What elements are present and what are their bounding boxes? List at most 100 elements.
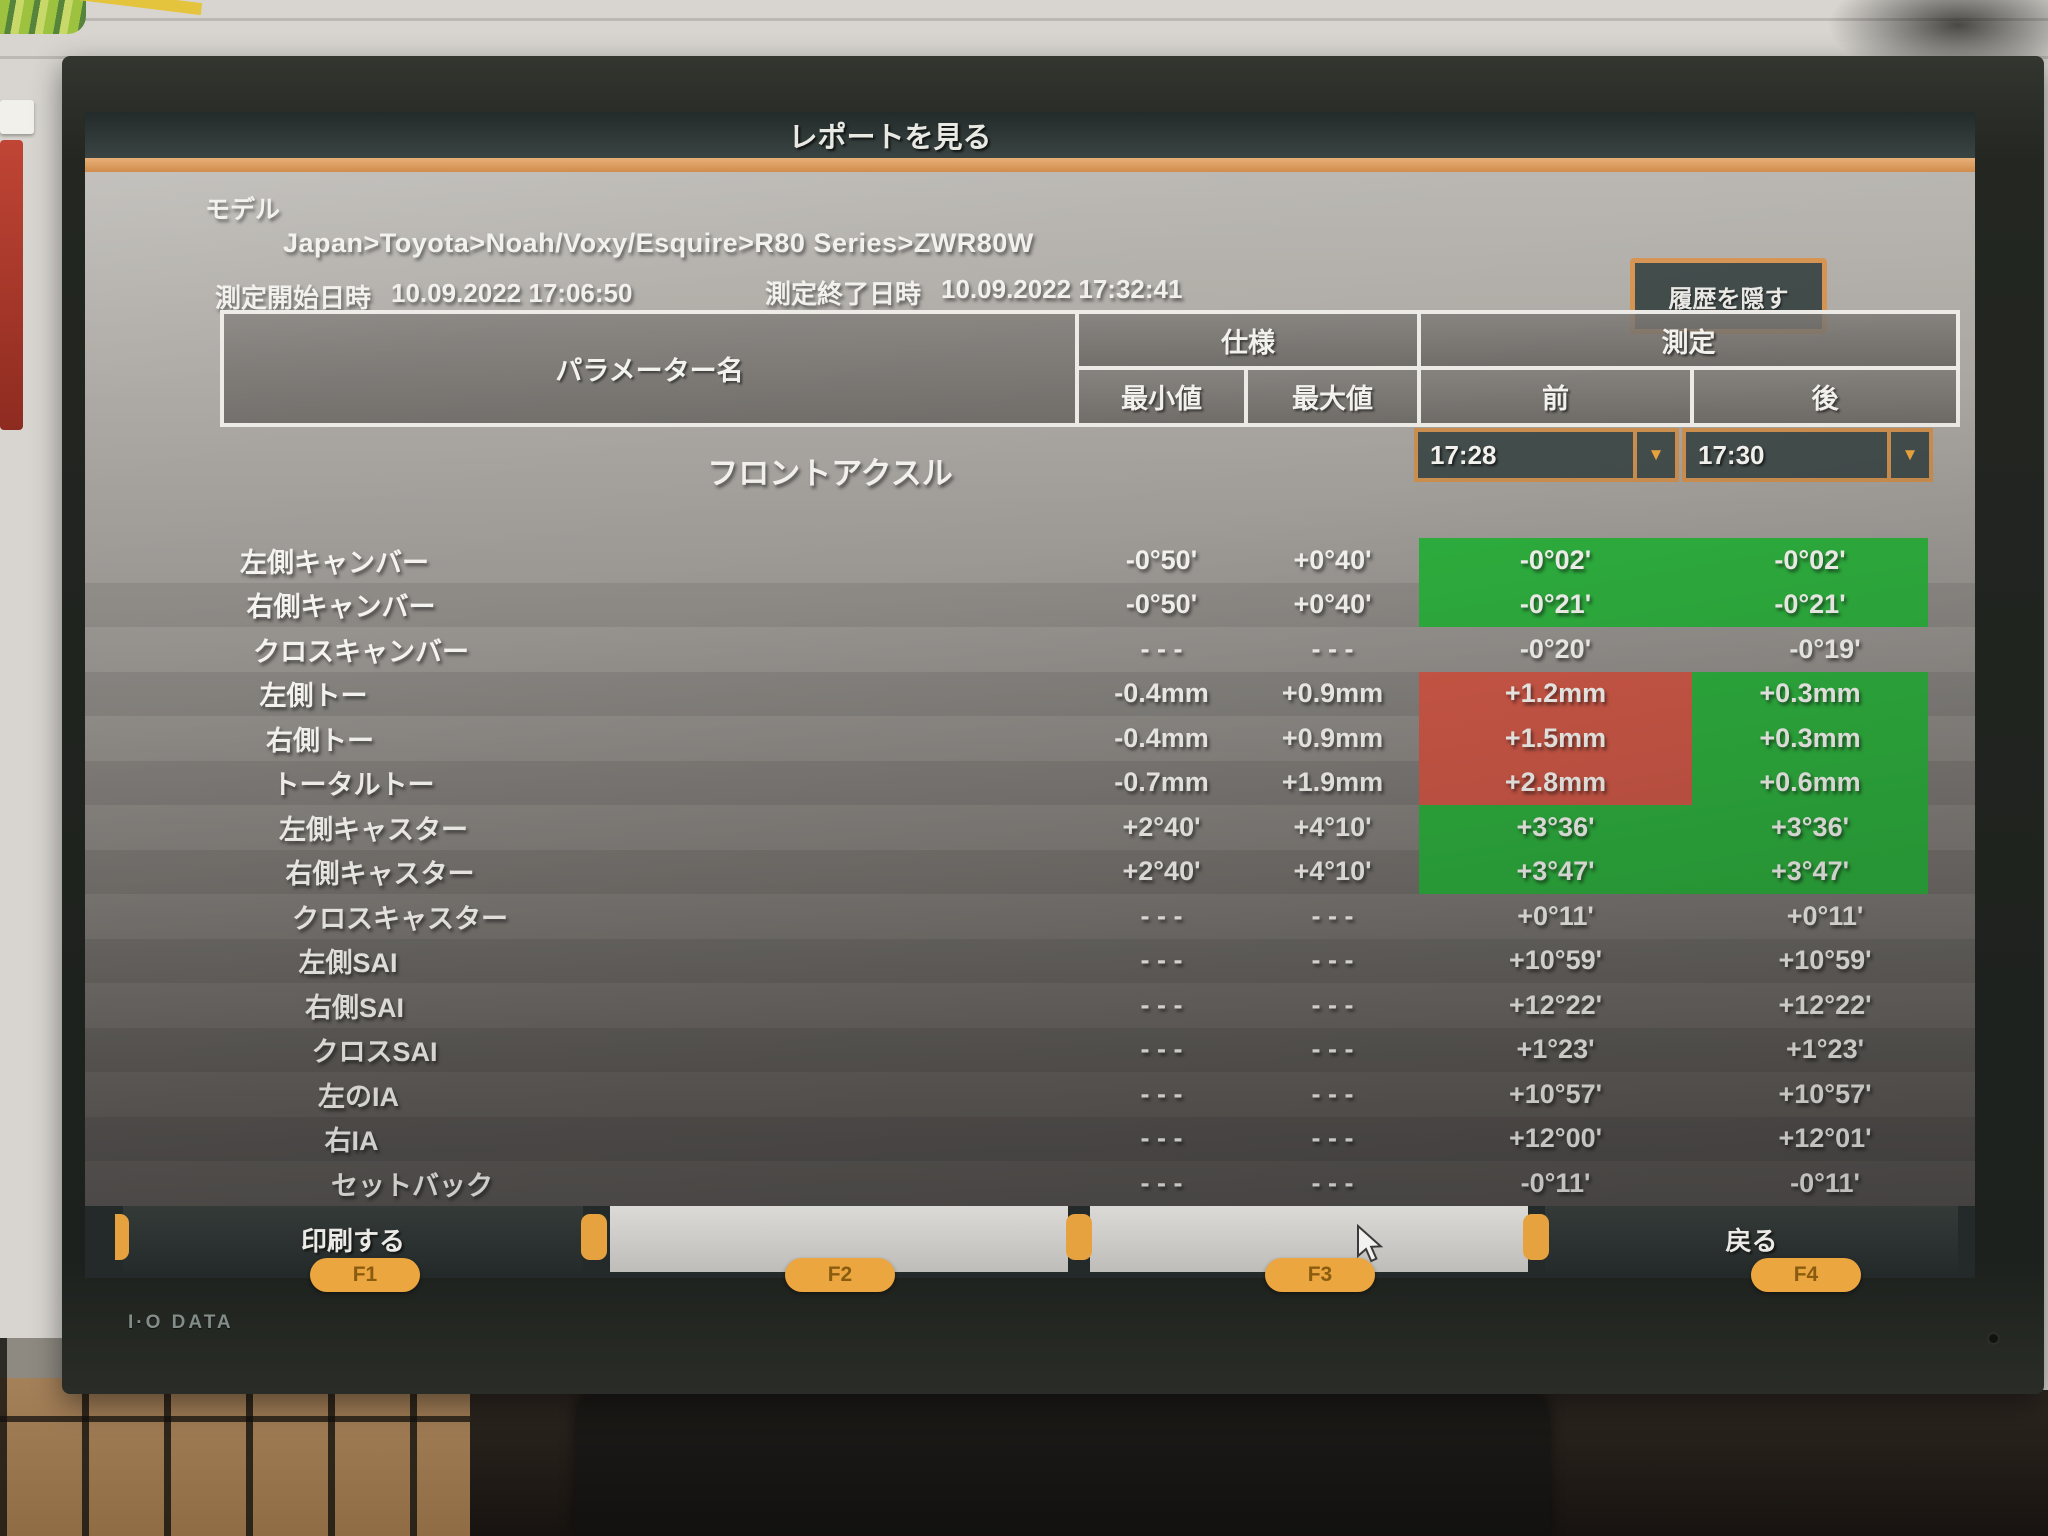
after-value-cell: +0.3mm: [1692, 716, 1928, 761]
max-value-cell: +1.9mm: [1281, 767, 1384, 798]
f4-key-badge[interactable]: F4: [1751, 1258, 1861, 1292]
after-time-value: 17:30: [1698, 439, 1765, 470]
min-value-cell: - - -: [1140, 633, 1183, 664]
table-row: 左側キャスター +2°40' +4°10' +3°36' +3°36': [85, 805, 1975, 850]
max-value-cell: +4°10': [1293, 856, 1372, 887]
segment-connector: [115, 1214, 129, 1260]
table-row: 右側トー -0.4mm +0.9mm +1.5mm +0.3mm: [85, 716, 1975, 761]
table-row: 左側SAI - - - - - - +10°59' +10°59': [85, 938, 1975, 983]
after-value-cell: -0°19': [1789, 633, 1861, 664]
mouse-cursor: [1357, 1224, 1384, 1263]
param-name-cell: 左側キャスター: [279, 814, 468, 845]
param-name-cell: 右IA: [324, 1126, 379, 1157]
after-value-cell: +3°36': [1692, 805, 1928, 850]
min-value-cell: +2°40': [1122, 856, 1201, 887]
param-name-cell: クロスSAI: [311, 1037, 438, 1068]
after-value-cell: -0°11': [1790, 1167, 1860, 1198]
max-value-cell: +0.9mm: [1281, 722, 1384, 753]
wall-tag: [0, 100, 34, 134]
wall-seam: [0, 18, 2048, 21]
print-button[interactable]: 印刷する: [123, 1206, 583, 1272]
model-path: Japan>Toyota>Noah/Voxy/Esquire>R80 Serie…: [283, 228, 1034, 258]
after-value-cell: +12°22': [1778, 989, 1872, 1020]
grid-wire-horizontal: [0, 1416, 488, 1422]
max-value-cell: - - -: [1311, 1167, 1354, 1198]
f1-key-badge[interactable]: F1: [310, 1258, 420, 1292]
after-header: 後: [1690, 366, 1960, 427]
min-value-cell: - - -: [1140, 1167, 1183, 1198]
monitor: レポートを見る モデル Japan>Toyota>Noah/Voxy/Esqui…: [62, 56, 2044, 1394]
before-value-cell: +1°23': [1516, 1034, 1595, 1065]
before-value-cell: +3°36': [1419, 805, 1692, 850]
param-name-cell: 右側SAI: [305, 992, 405, 1023]
param-name-cell: 左のIA: [318, 1081, 399, 1112]
f2-key-badge[interactable]: F2: [785, 1258, 895, 1292]
chevron-down-icon[interactable]: ▼: [1633, 432, 1675, 478]
min-value-cell: -0.7mm: [1114, 767, 1209, 798]
table-row: 右側SAI - - - - - - +12°22' +12°22': [85, 983, 1975, 1028]
green-cable: [0, 0, 86, 34]
back-button[interactable]: 戻る: [1545, 1206, 1958, 1272]
min-value-cell: - - -: [1140, 989, 1183, 1020]
max-value-cell: +0°40': [1293, 589, 1372, 620]
segment-connector: [1066, 1214, 1092, 1260]
table-row: 右側キャンバー -0°50' +0°40' -0°21' -0°21': [85, 582, 1975, 627]
f3-key-badge[interactable]: F3: [1265, 1258, 1375, 1292]
monitor-brand-logo: I·O DATA: [128, 1312, 234, 1333]
after-value-cell: +3°47': [1692, 849, 1928, 894]
param-name-cell: セットバック: [331, 1170, 493, 1201]
start-date-value: 10.09.2022 17:06:50: [391, 278, 633, 308]
max-value-cell: - - -: [1311, 945, 1354, 976]
before-time-select[interactable]: 17:28 ▼: [1414, 428, 1679, 482]
table-row: クロスキャンバー - - - - - - -0°20' -0°19': [85, 627, 1975, 672]
red-object: [0, 140, 23, 430]
after-value-cell: +10°57': [1778, 1078, 1872, 1109]
before-value-cell: +1.5mm: [1419, 716, 1692, 761]
max-value-cell: +4°10': [1293, 811, 1372, 842]
table-header: パラメーター名 仕様 測定 最小値 最大値 前 後: [220, 310, 1960, 427]
min-value-cell: - - -: [1140, 900, 1183, 931]
table-body: 左側キャンバー -0°50' +0°40' -0°02' -0°02' 右側キャ…: [85, 538, 1975, 1250]
param-name-cell: トータルトー: [272, 770, 435, 801]
after-value-cell: +12°01': [1778, 1123, 1872, 1154]
max-value-cell: - - -: [1311, 1034, 1354, 1065]
param-name-cell: 左側トー: [259, 681, 368, 712]
end-date-label: 測定終了日時: [765, 279, 922, 309]
model-label: モデル: [205, 196, 281, 224]
table-row: セットバック - - - - - - -0°11' -0°11': [85, 1161, 1975, 1206]
segment-connector: [1523, 1214, 1549, 1260]
param-name-cell: 左側SAI: [298, 948, 398, 979]
table-row: クロスキャスター - - - - - - +0°11' +0°11': [85, 894, 1975, 939]
min-value-cell: +2°40': [1122, 811, 1201, 842]
after-time-select[interactable]: 17:30 ▼: [1682, 428, 1933, 482]
before-value-cell: +10°59': [1508, 945, 1603, 976]
param-name-cell: 左側キャンバー: [240, 547, 429, 578]
end-date-value: 10.09.2022 17:32:41: [941, 274, 1183, 304]
title-bar: レポートを見る: [85, 112, 1975, 158]
start-date-label: 測定開始日時: [215, 283, 372, 313]
min-header: 最小値: [1075, 366, 1248, 427]
max-value-cell: +0°40': [1293, 544, 1372, 575]
before-value-cell: +0°11': [1517, 900, 1594, 931]
section-title-front-axle: フロントアクスル: [707, 456, 953, 491]
table-row: 右側キャスター +2°40' +4°10' +3°47' +3°47': [85, 849, 1975, 894]
before-value-cell: -0°02': [1419, 538, 1692, 583]
spec-header: 仕様: [1075, 310, 1421, 370]
param-name-cell: 右側キャンバー: [246, 592, 436, 623]
param-name-cell: 右側キャスター: [285, 859, 475, 890]
measurement-end: 測定終了日時 10.09.2022 17:32:41: [765, 274, 1182, 311]
before-value-cell: +2.8mm: [1419, 760, 1692, 805]
after-value-cell: +0.6mm: [1692, 760, 1928, 805]
max-value-cell: - - -: [1311, 1078, 1354, 1109]
min-value-cell: -0.4mm: [1114, 678, 1209, 709]
table-row: 左側キャンバー -0°50' +0°40' -0°02' -0°02': [85, 538, 1975, 583]
measure-header: 測定: [1417, 310, 1960, 370]
max-value-cell: - - -: [1311, 1123, 1354, 1154]
measurement-start: 測定開始日時 10.09.2022 17:06:50: [215, 278, 632, 315]
min-value-cell: - - -: [1140, 1078, 1183, 1109]
chevron-down-icon[interactable]: ▼: [1887, 432, 1929, 478]
before-value-cell: -0°21': [1419, 582, 1692, 627]
max-value-cell: - - -: [1311, 900, 1354, 931]
after-value-cell: +0.3mm: [1692, 671, 1928, 716]
after-value-cell: +0°11': [1786, 900, 1864, 931]
